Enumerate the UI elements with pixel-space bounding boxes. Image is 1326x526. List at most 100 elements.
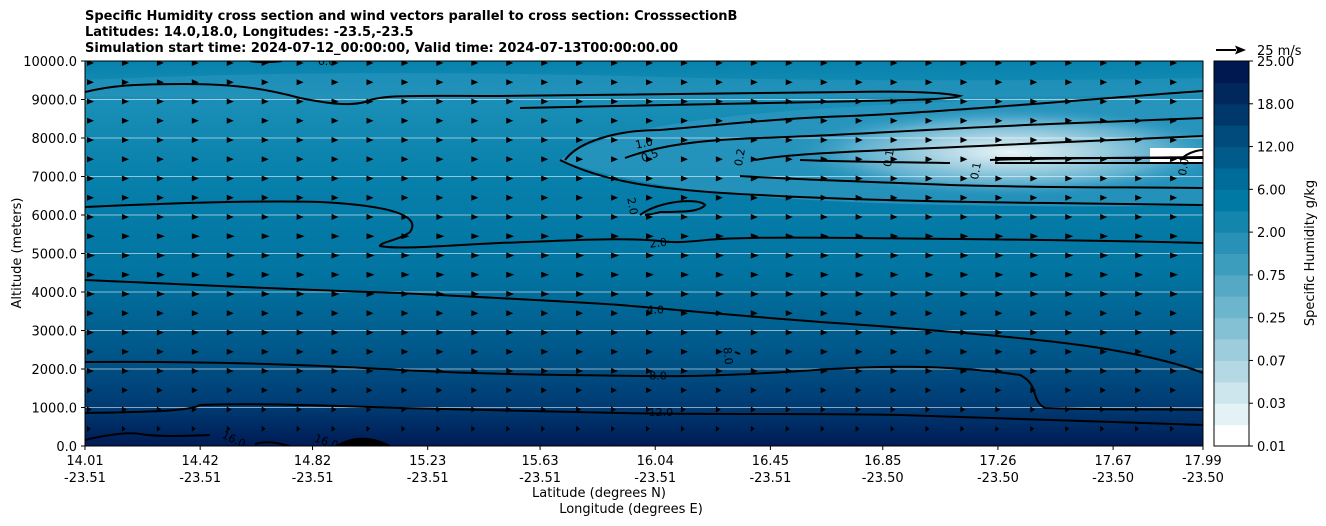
y-tick-label: 2000.0 <box>32 363 78 378</box>
wind-arrow <box>261 387 268 394</box>
wind-arrow <box>785 214 793 220</box>
wind-arrow <box>191 329 199 336</box>
wind-arrow <box>576 61 584 66</box>
wind-arrow <box>820 61 828 66</box>
wind-arrow <box>121 79 129 86</box>
wind-arrow <box>925 329 933 336</box>
wind-arrow <box>87 406 92 413</box>
wind-arrow <box>156 252 165 259</box>
wind-arrow <box>296 406 302 413</box>
wind-arrow <box>541 214 549 220</box>
wind-arrow <box>890 194 898 201</box>
wind-arrow <box>576 214 584 220</box>
wind-arrow <box>226 368 234 374</box>
wind-arrow <box>925 271 934 278</box>
x-tick-label-lat: 15.63 <box>521 454 558 469</box>
wind-arrow <box>785 348 793 355</box>
wind-arrow <box>261 252 270 259</box>
wind-arrow <box>436 194 444 201</box>
wind-arrow <box>680 310 688 317</box>
wind-arrow <box>785 291 794 297</box>
wind-arrow <box>646 252 654 259</box>
wind-arrow <box>995 425 1000 432</box>
wind-arrow <box>331 425 336 432</box>
wind-arrow <box>191 137 199 143</box>
wind-arrow <box>785 310 793 317</box>
wind-arrow <box>436 61 444 66</box>
wind-arrow <box>366 387 373 394</box>
wind-arrow <box>401 175 409 182</box>
wind-arrow <box>331 368 339 374</box>
wind-arrow <box>715 214 723 220</box>
wind-arrow <box>226 233 235 240</box>
wind-arrow <box>366 233 375 240</box>
wind-arrow <box>1100 79 1108 86</box>
wind-arrow <box>506 214 514 220</box>
wind-arrow <box>436 329 444 336</box>
wind-arrow <box>506 348 514 355</box>
wind-arrow <box>820 233 829 240</box>
wind-arrow <box>156 368 164 374</box>
colorbar-band <box>1214 424 1249 447</box>
wind-arrow <box>646 233 654 240</box>
wind-arrow <box>226 98 234 105</box>
wind-arrow <box>506 291 515 297</box>
colorbar-label: Specific Humidity g/kg <box>1303 180 1318 326</box>
wind-arrow <box>366 175 374 182</box>
wind-arrow <box>121 310 129 317</box>
wind-arrow <box>366 137 374 143</box>
wind-arrow <box>436 387 443 394</box>
wind-arrow <box>925 387 932 394</box>
colorbar-band <box>1214 189 1249 212</box>
wind-arrow <box>296 329 304 336</box>
wind-arrow <box>1065 194 1073 201</box>
contour-0.2 <box>754 135 1203 161</box>
wind-arrow <box>960 310 968 317</box>
wind-arrow <box>296 137 304 143</box>
horizontal-gridlines <box>85 99 1203 408</box>
wind-arrow <box>611 214 619 220</box>
contour-upper <box>85 82 964 109</box>
wind-arrow <box>611 61 619 66</box>
wind-arrow <box>611 117 619 124</box>
wind-arrow <box>366 214 374 220</box>
wind-arrow <box>1135 156 1143 163</box>
wind-arrow <box>471 387 478 394</box>
wind-arrow <box>820 368 828 374</box>
wind-arrow <box>960 214 968 220</box>
wind-arrow <box>121 406 127 413</box>
wind-arrow <box>1135 233 1144 240</box>
wind-arrow <box>226 194 234 201</box>
wind-arrow <box>471 406 477 413</box>
wind-arrow <box>1065 425 1070 432</box>
dry-core-fill <box>790 107 1203 197</box>
wind-arrow <box>995 156 1003 163</box>
y-tick-label: 3000.0 <box>32 325 78 340</box>
wind-arrow <box>715 310 723 317</box>
wind-arrow <box>750 271 759 278</box>
wind-arrow <box>611 194 619 201</box>
wind-arrow <box>680 194 688 201</box>
wind-arrow <box>156 310 164 317</box>
wind-arrow <box>960 329 968 336</box>
wind-arrow <box>890 79 898 86</box>
wind-arrow <box>1065 291 1074 297</box>
wind-arrow <box>87 252 95 259</box>
wind-arrow <box>226 137 234 143</box>
wind-arrow <box>436 98 444 105</box>
colorbar-band <box>1214 360 1249 383</box>
wind-arrow <box>1170 233 1179 240</box>
wind-arrow <box>366 252 375 259</box>
wind-arrow <box>471 233 480 240</box>
wind-arrow <box>436 175 444 182</box>
wind-arrow <box>960 175 968 182</box>
wind-arrow <box>261 310 269 317</box>
wind-arrow <box>820 214 828 220</box>
wind-arrow <box>995 406 1001 413</box>
wind-arrow <box>995 233 1004 240</box>
wind-arrow <box>1030 368 1038 374</box>
wind-arrow <box>1170 271 1179 278</box>
wind-arrow <box>506 368 514 374</box>
wind-arrow <box>471 98 479 105</box>
wind-arrow <box>960 98 968 105</box>
